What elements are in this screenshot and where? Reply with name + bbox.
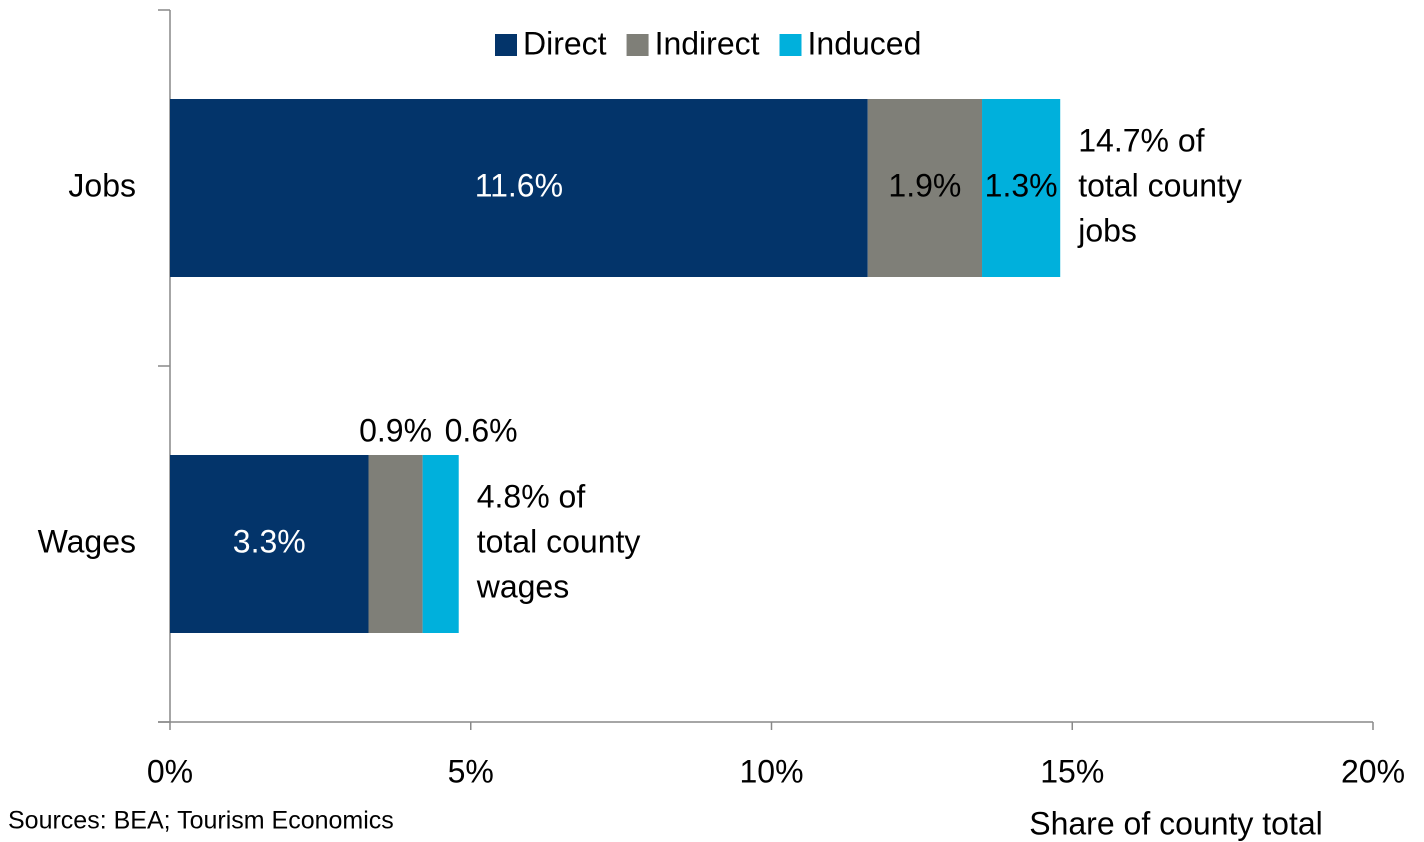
bar-segment: [368, 455, 423, 633]
value-label: 11.6%: [475, 167, 563, 203]
annotation: 14.7% of: [1078, 122, 1204, 158]
value-label: 1.9%: [888, 167, 961, 203]
legend-label: Indirect: [655, 25, 760, 61]
value-label: 0.6%: [445, 412, 518, 448]
annotation: 4.8% of: [477, 478, 586, 514]
x-tick-label: 10%: [739, 753, 803, 789]
legend-swatch: [626, 34, 649, 56]
x-axis-title: Share of county total: [1029, 805, 1323, 841]
y-tick-label: Jobs: [68, 167, 136, 203]
value-label: 0.9%: [359, 412, 432, 448]
bar-segment: [170, 99, 868, 277]
bar-segment: [982, 99, 1061, 277]
annotation: total county: [1078, 167, 1242, 203]
x-tick-label: 15%: [1040, 753, 1104, 789]
bar-segment: [170, 455, 369, 633]
value-label: 3.3%: [233, 523, 306, 559]
value-label: 1.3%: [985, 167, 1058, 203]
legend-label: Direct: [523, 25, 607, 61]
bar-segment: [422, 455, 459, 633]
bar-segment: [867, 99, 983, 277]
annotation: jobs: [1077, 212, 1137, 248]
x-tick-label: 5%: [448, 753, 494, 789]
y-tick-label: Wages: [38, 523, 136, 559]
source: Sources: BEA; Tourism Economics: [8, 807, 394, 835]
legend-swatch: [779, 34, 802, 56]
x-tick-label: 20%: [1341, 753, 1405, 789]
legend-swatch: [495, 34, 517, 56]
annotation: total county: [477, 523, 641, 559]
annotation: wages: [476, 568, 569, 604]
legend-label: Induced: [808, 25, 922, 61]
x-tick-label: 0%: [147, 753, 193, 789]
